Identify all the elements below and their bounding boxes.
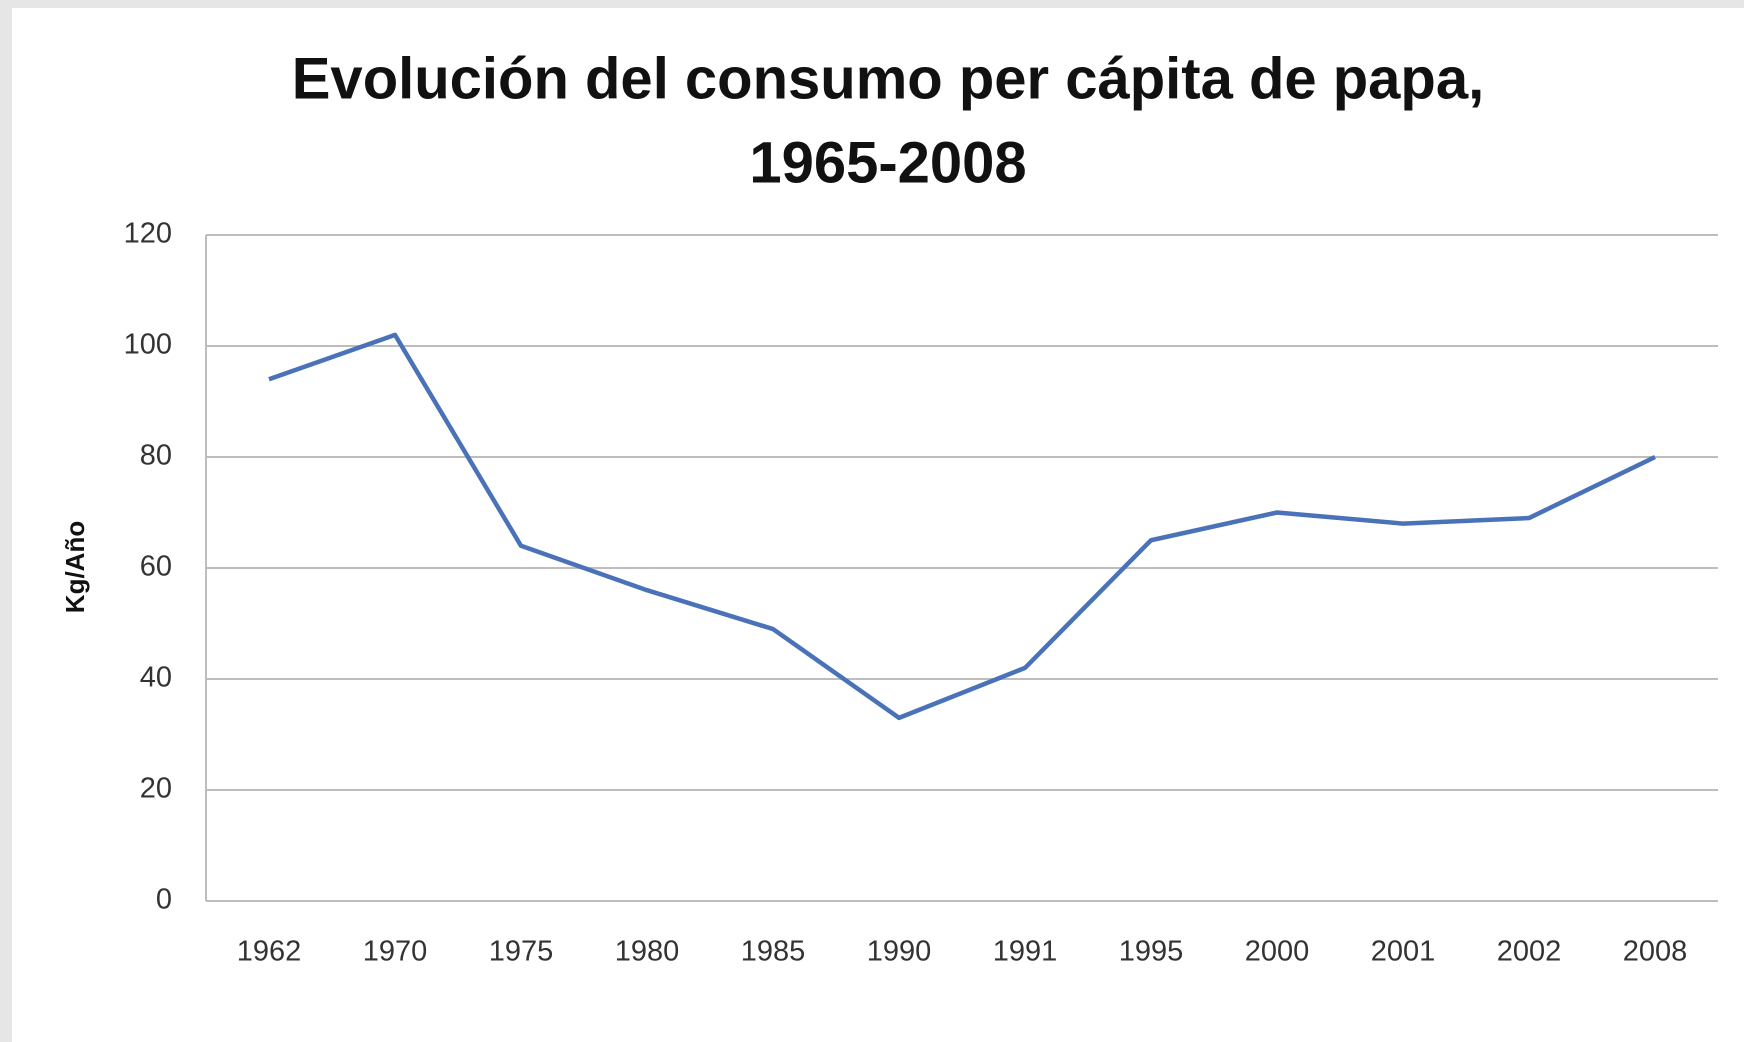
- x-tick-label: 1962: [237, 936, 302, 968]
- data-line: [268, 332, 1656, 721]
- x-tick-label: 1970: [363, 936, 428, 968]
- x-tick-label: 2000: [1245, 936, 1310, 968]
- chart-background: [12, 8, 1744, 1042]
- y-tick-label: 80: [140, 440, 172, 472]
- y-tick-label: 0: [156, 884, 172, 916]
- x-tick-label: 1991: [993, 936, 1058, 968]
- x-tick-label: 2001: [1371, 936, 1436, 968]
- x-tick-label: 2002: [1497, 936, 1562, 968]
- x-tick-label: 1975: [489, 936, 554, 968]
- y-tick-label: 100: [124, 329, 172, 361]
- x-tick-label: 1985: [741, 936, 806, 968]
- x-tick-label: 1990: [867, 936, 932, 968]
- y-tick-label: 120: [124, 218, 172, 250]
- x-tick-label: 1980: [615, 936, 680, 968]
- y-axis-title: Kg/Año: [60, 521, 90, 613]
- chart-title: 1965-2008: [749, 130, 1026, 195]
- x-tick-label: 1995: [1119, 936, 1184, 968]
- y-tick-label: 60: [140, 551, 172, 583]
- chart-title: Evolución del consumo per cápita de papa…: [292, 46, 1484, 111]
- y-tick-label: 40: [140, 662, 172, 694]
- y-tick-label: 20: [140, 773, 172, 805]
- x-tick-label: 2008: [1623, 936, 1688, 968]
